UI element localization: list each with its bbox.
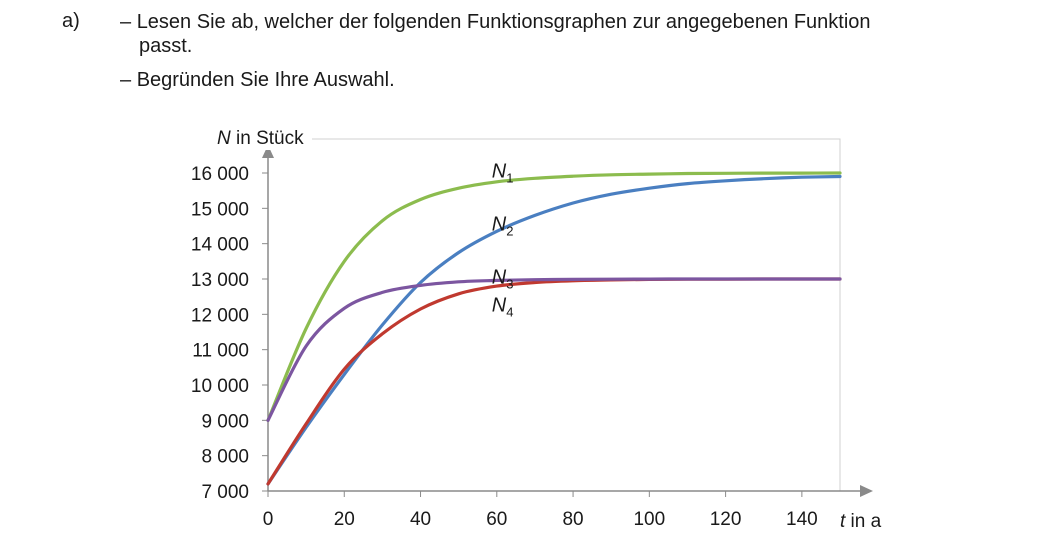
x-tick-label: 140 (786, 509, 818, 530)
task-text: a) – Lesen Sie ab, welcher der folgenden… (0, 0, 1040, 100)
y-tick-label: 11 000 (192, 341, 249, 362)
y-tick-label: 15 000 (191, 199, 249, 220)
y-tick-label: 7 000 (201, 482, 249, 503)
y-axis-label: N in Stück (217, 128, 304, 149)
y-tick-label: 10 000 (191, 376, 249, 397)
y-axis-label-bg (180, 126, 312, 150)
task-letter: a) (62, 10, 80, 32)
bullet-text-line2: passt. (139, 35, 193, 57)
x-tick-label: 60 (486, 509, 507, 530)
plot-frame (267, 138, 841, 492)
x-tick-label: 20 (334, 509, 355, 530)
series-line-N2 (266, 174, 842, 486)
series-line-N3 (266, 277, 842, 422)
task-bullet-justify: – Begründen Sie Ihre Auswahl. (120, 68, 1000, 92)
y-tick-label: 8 000 (201, 447, 249, 468)
y-tick-label: 13 000 (191, 270, 249, 291)
series-label-N1: N1 (492, 160, 514, 185)
bullet-dash: – (120, 69, 132, 91)
x-axis-arrow (860, 485, 873, 497)
x-tick-label: 100 (633, 509, 665, 530)
series-label-N2: N2 (492, 213, 514, 238)
x-tick-label: 80 (562, 509, 583, 530)
y-tick-label: 9 000 (201, 411, 249, 432)
series-line-N1 (266, 171, 842, 422)
bullet-text: Begründen Sie Ihre Auswahl. (136, 69, 395, 91)
bullet-text-line1: Lesen Sie ab, welcher der folgenden Funk… (136, 11, 871, 33)
series-label-N4: N4 (492, 295, 514, 320)
task-bullet-read-off: – Lesen Sie ab, welcher der folgenden Fu… (120, 10, 1000, 58)
x-tick-label: 120 (710, 509, 742, 530)
bullet-dash: – (120, 11, 132, 33)
series-line-N4 (266, 277, 842, 486)
y-axis-arrow (262, 145, 274, 158)
series-label-N3: N3 (492, 266, 514, 291)
x-tick-label: 40 (410, 509, 431, 530)
y-tick-label: 16 000 (191, 164, 249, 185)
y-tick-label: 14 000 (191, 235, 249, 256)
x-tick-label: 0 (263, 509, 274, 530)
x-axis-label: t in a (840, 511, 882, 532)
y-tick-label: 12 000 (191, 305, 249, 326)
